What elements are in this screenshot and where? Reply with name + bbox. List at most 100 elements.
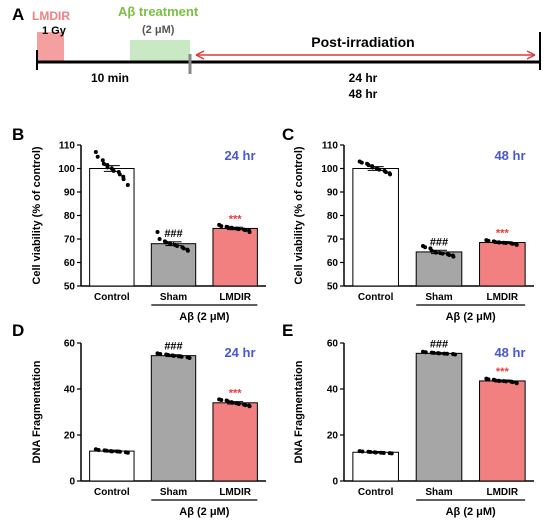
y-tick-label: 40 bbox=[64, 385, 76, 396]
chart-panels: B 50 60 70 80 90 100 110 Cell viability (% of co… bbox=[12, 125, 534, 518]
y-tick-label: 60 bbox=[327, 339, 339, 350]
data-point bbox=[157, 237, 162, 241]
data-point bbox=[171, 353, 176, 358]
category-label: Sham bbox=[425, 292, 452, 303]
bar-sham bbox=[150, 355, 197, 482]
y-tick-label: 0 bbox=[332, 477, 338, 488]
data-point bbox=[514, 242, 519, 247]
y-tick-label: 20 bbox=[64, 431, 76, 442]
abeta-box bbox=[130, 40, 190, 62]
data-point bbox=[389, 451, 394, 456]
data-point bbox=[93, 150, 98, 155]
data-point bbox=[377, 167, 382, 172]
y-axis-label: DNA Fragmentation bbox=[31, 360, 43, 463]
timeline-panel: A LMDIR 1 Gy Aβ treatment (2 μM) Post-ir… bbox=[12, 4, 541, 101]
category-label: Sham bbox=[425, 487, 452, 498]
category-label: LMDIR bbox=[486, 292, 518, 303]
timepoint-label: 24 hr bbox=[224, 345, 255, 360]
data-point bbox=[433, 250, 438, 255]
y-axis-label: Cell viability (% of control) bbox=[293, 146, 305, 284]
y-tick-label: 110 bbox=[322, 141, 339, 152]
arrow-head-left bbox=[195, 50, 205, 60]
data-point bbox=[423, 350, 428, 355]
post-irradiation-label: Post-irradiation bbox=[311, 34, 414, 50]
panel-label-a: A bbox=[12, 5, 24, 24]
data-point bbox=[125, 450, 130, 455]
data-point bbox=[503, 240, 508, 245]
data-point bbox=[111, 168, 116, 173]
category-label: LMDIR bbox=[219, 292, 251, 303]
significance-mark: *** bbox=[229, 388, 243, 400]
arrow-head-right bbox=[526, 50, 536, 60]
data-point bbox=[225, 399, 230, 404]
chart-panel-c: C 50 60 70 80 90 100 110 Cell viability (% of co… bbox=[282, 125, 534, 323]
bar-sham bbox=[415, 352, 463, 482]
significance-mark: ### bbox=[164, 341, 182, 353]
data-point bbox=[381, 450, 386, 455]
panel-label: D bbox=[12, 321, 24, 340]
data-point bbox=[247, 229, 252, 234]
data-point bbox=[104, 448, 109, 453]
data-point bbox=[95, 154, 100, 159]
data-point bbox=[431, 350, 436, 355]
data-point bbox=[225, 225, 230, 230]
significance-mark: ### bbox=[430, 236, 448, 248]
lmdir-label: LMDIR bbox=[32, 9, 70, 23]
data-point bbox=[370, 165, 375, 170]
data-point bbox=[125, 182, 130, 187]
data-point bbox=[243, 403, 248, 408]
category-label: Control bbox=[358, 487, 394, 498]
y-tick-label: 70 bbox=[327, 235, 339, 246]
data-point bbox=[373, 450, 378, 455]
data-point bbox=[388, 172, 393, 177]
y-tick-label: 40 bbox=[327, 385, 339, 396]
data-point bbox=[110, 449, 115, 454]
category-label: Control bbox=[358, 292, 394, 303]
y-tick-label: 50 bbox=[327, 282, 339, 293]
y-tick-label: 80 bbox=[327, 211, 339, 222]
timepoint-label: 48 hr bbox=[494, 345, 525, 360]
data-point bbox=[243, 228, 248, 233]
chart-panel-e: E 0 20 40 60 DNA Fragmentation 48 hr Control ###… bbox=[282, 321, 534, 518]
y-tick-label: 60 bbox=[327, 258, 339, 269]
y-tick-label: 100 bbox=[58, 164, 75, 175]
data-point bbox=[96, 447, 101, 452]
data-point bbox=[105, 165, 110, 170]
data-point bbox=[445, 351, 450, 356]
category-label: Control bbox=[94, 292, 130, 303]
panel-label: E bbox=[282, 321, 293, 340]
data-point bbox=[510, 380, 515, 385]
significance-mark: *** bbox=[496, 366, 510, 378]
data-point bbox=[510, 241, 515, 246]
dose-label: 1 Gy bbox=[42, 25, 67, 37]
y-tick-label: 60 bbox=[64, 339, 76, 350]
timepoint-label: 24 hr bbox=[224, 148, 255, 163]
data-point bbox=[451, 254, 456, 259]
data-point bbox=[230, 226, 235, 231]
timepoint-label: 48 hr bbox=[494, 148, 525, 163]
data-point bbox=[117, 449, 122, 454]
data-point bbox=[429, 248, 434, 253]
data-point bbox=[503, 379, 508, 384]
significance-mark: ### bbox=[164, 228, 182, 240]
concentration-label: (2 μM) bbox=[142, 24, 175, 36]
data-point bbox=[219, 398, 224, 403]
data-point bbox=[236, 401, 241, 406]
bar-lmdir bbox=[479, 242, 526, 287]
lmdir-box bbox=[37, 32, 64, 62]
data-point bbox=[185, 248, 190, 253]
data-point bbox=[166, 352, 171, 357]
category-label: Sham bbox=[160, 487, 187, 498]
data-point bbox=[179, 354, 184, 359]
panel-label: C bbox=[282, 125, 294, 144]
y-tick-label: 110 bbox=[59, 141, 76, 152]
bar-control bbox=[352, 451, 399, 482]
treatment-label: Aβ treatment bbox=[118, 4, 199, 19]
y-tick-label: 50 bbox=[64, 282, 76, 293]
significance-mark: *** bbox=[496, 228, 510, 240]
data-point bbox=[497, 378, 502, 383]
group-label: Aβ (2 μM) bbox=[179, 311, 229, 323]
data-point bbox=[158, 352, 163, 357]
category-label: Control bbox=[94, 487, 130, 498]
